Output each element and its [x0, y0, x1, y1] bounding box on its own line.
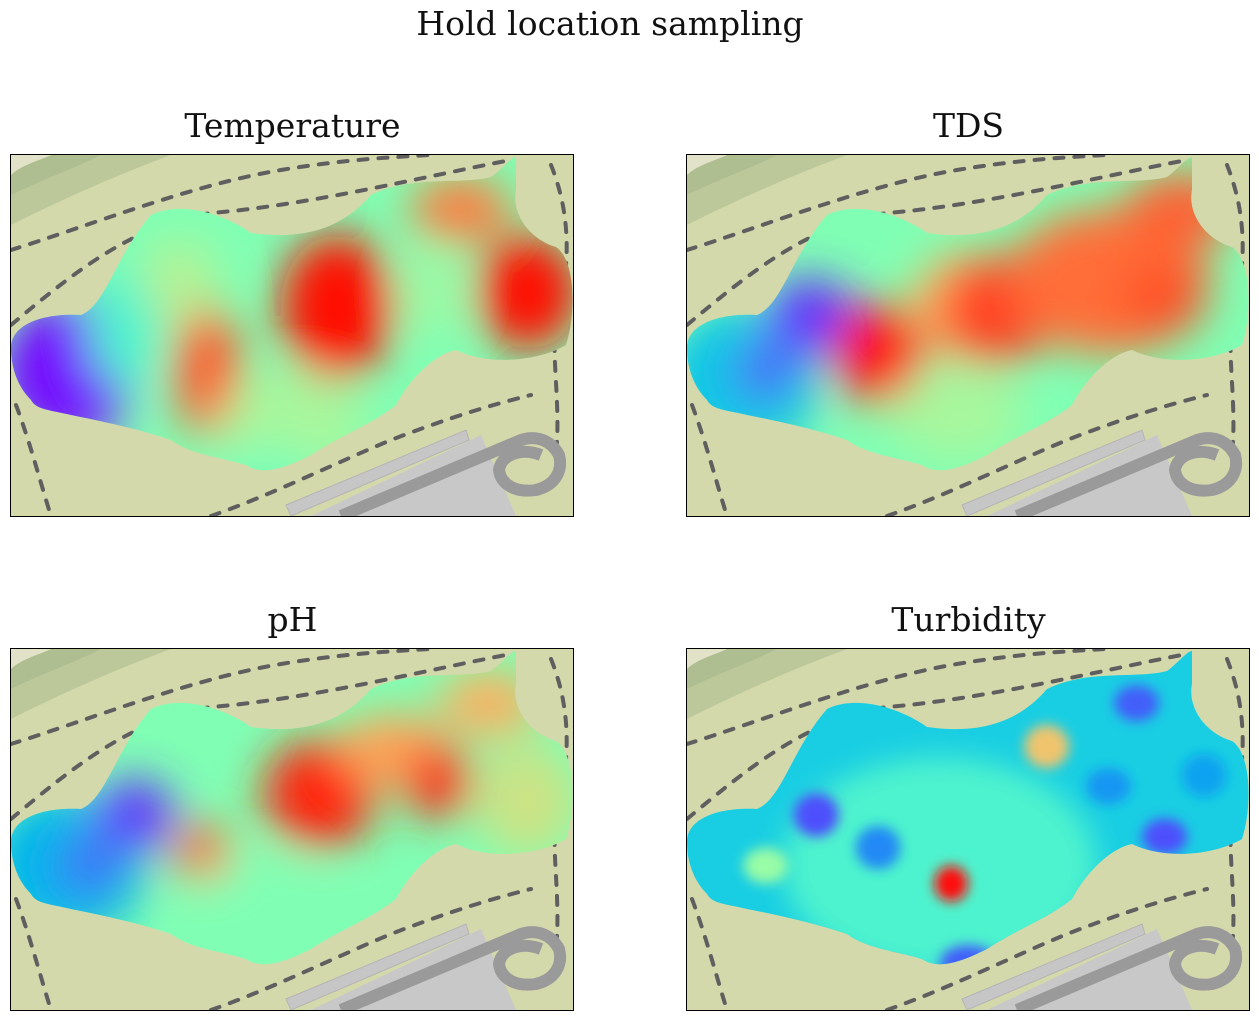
heatmap-svg — [11, 155, 573, 516]
panel-title-turbidity: Turbidity — [891, 600, 1046, 639]
heatmap-svg — [687, 649, 1249, 1010]
map-trail — [687, 649, 1109, 746]
heatmap-panel-turbidity — [686, 648, 1250, 1011]
heatmap-blob — [140, 238, 219, 325]
map-corner — [11, 155, 51, 175]
map-corner — [687, 649, 727, 669]
heatmap-blob — [89, 270, 158, 387]
map-trail — [11, 649, 433, 746]
map-trail — [885, 393, 1209, 516]
heatmap-blob — [793, 793, 839, 837]
map-park-area-dark — [687, 649, 777, 689]
heatmap-blob — [855, 825, 901, 870]
heatmap-svg — [11, 649, 573, 1010]
map-trail — [209, 393, 533, 516]
heatmap-blob — [477, 742, 573, 859]
map-trail — [690, 403, 729, 516]
map-trail — [209, 887, 533, 1010]
heatmap-blob — [280, 234, 394, 379]
heatmap-blob — [477, 234, 573, 350]
heatmap-blob — [438, 670, 540, 736]
map-trail — [885, 887, 1209, 1010]
map-trail — [687, 155, 1109, 252]
map-road — [285, 923, 470, 1010]
heatmap-blob — [782, 757, 1098, 965]
map-trail — [14, 897, 53, 1010]
map-access-road — [1014, 926, 1242, 1010]
heatmap-blob — [833, 303, 924, 405]
panel-title-temperature: Temperature — [184, 106, 401, 145]
map-access-road — [1014, 432, 1242, 516]
heatmap-svg — [687, 155, 1249, 516]
map-trail — [690, 897, 729, 1010]
map-corner — [11, 649, 51, 669]
heatmap-blob — [224, 447, 315, 471]
heatmap-blob — [95, 778, 174, 852]
map-access-road — [338, 432, 566, 516]
heatmap-blob — [61, 840, 118, 891]
heatmap-panel-temperature — [10, 154, 574, 517]
heatmap-blob — [410, 176, 512, 242]
map-park-area-dark — [11, 649, 101, 689]
figure-title: Hold location sampling — [416, 4, 804, 43]
heatmap-blob — [1114, 685, 1160, 722]
heatmap-blob — [1125, 263, 1205, 336]
heatmap-blob — [173, 306, 242, 437]
heatmap-panel-ph — [10, 648, 574, 1011]
heatmap-blob — [1024, 724, 1070, 769]
panel-title-ph: pH — [267, 600, 318, 639]
map-corner — [687, 155, 727, 175]
map-parking-lot — [987, 929, 1192, 1010]
map-parking-lot — [311, 435, 516, 516]
map-access-road — [338, 926, 566, 1010]
map-parking-lot — [987, 435, 1192, 516]
heatmap-blob — [1086, 768, 1131, 805]
map-trail — [11, 155, 433, 252]
heatmap-blob — [404, 248, 461, 336]
map-road — [961, 923, 1146, 1010]
heatmap-blob — [196, 858, 332, 960]
map-road — [285, 429, 470, 516]
heatmap-panel-tds — [686, 154, 1250, 517]
map-road — [961, 429, 1146, 516]
heatmap-blob — [404, 746, 472, 819]
heatmap-blob — [173, 822, 231, 881]
heatmap-blob — [737, 346, 794, 397]
heatmap-blob — [1181, 753, 1227, 798]
heatmap-blob — [1142, 818, 1188, 855]
heatmap-blob — [934, 865, 968, 902]
map-park-area-dark — [11, 155, 101, 195]
map-park-area-dark — [687, 155, 777, 195]
panel-title-tds: TDS — [932, 106, 1005, 145]
map-trail — [14, 403, 53, 516]
heatmap-blob — [765, 277, 856, 358]
map-parking-lot — [311, 929, 516, 1010]
heatmap-blob — [743, 847, 789, 884]
heatmap-blob — [889, 371, 1025, 459]
